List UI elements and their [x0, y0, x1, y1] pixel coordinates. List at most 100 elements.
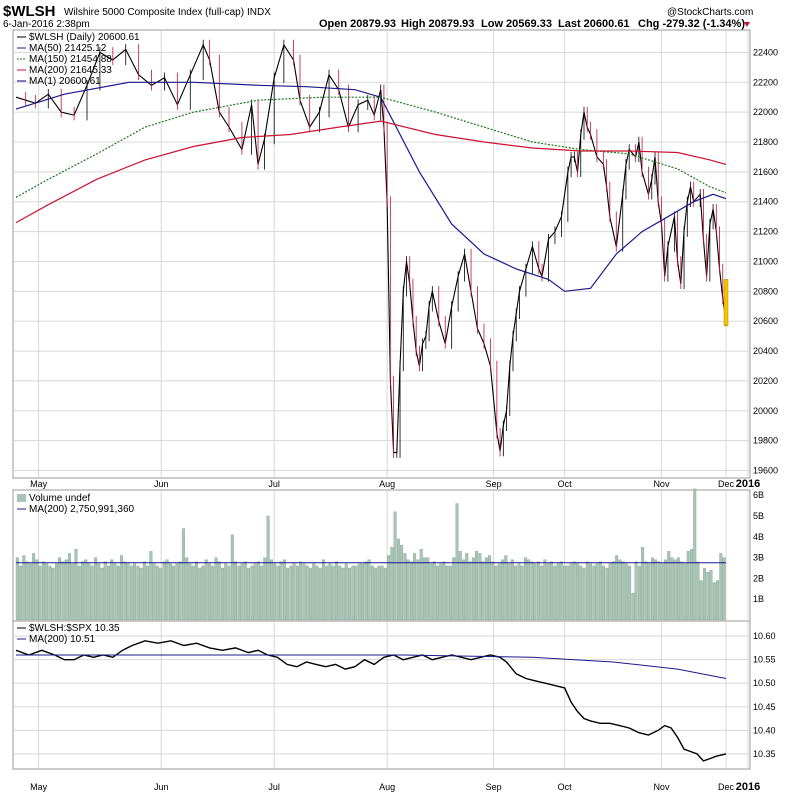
- price-tick-label: 19800: [753, 436, 778, 446]
- volume-bar: [409, 561, 413, 621]
- volume-bar: [237, 565, 241, 621]
- volume-bar: [64, 559, 68, 621]
- volume-bar: [100, 567, 104, 621]
- volume-bar: [546, 563, 550, 621]
- volume-bar: [520, 565, 524, 621]
- price-series-line: [15, 96, 727, 198]
- ratio-legend: $WLSH:$SPX 10.35 MA(200) 10.51: [17, 623, 120, 645]
- legend-ma50: MA(50) 21425.12: [29, 43, 107, 54]
- volume-bar: [696, 561, 700, 621]
- legend-swatch-volume: [17, 494, 26, 502]
- month-label: Jun: [154, 782, 169, 792]
- volume-bar: [224, 563, 228, 621]
- ratio-tick-label: 10.35: [753, 749, 776, 759]
- volume-bar: [494, 565, 498, 621]
- legend-price: $WLSH (Daily) 20600.61: [29, 32, 140, 43]
- volume-bar: [422, 557, 426, 621]
- volume-bar: [559, 561, 563, 621]
- volume-bar: [149, 551, 153, 621]
- volume-bar: [361, 563, 365, 621]
- volume-bar: [201, 565, 205, 621]
- volume-bar: [61, 561, 65, 621]
- volume-bar: [670, 557, 674, 621]
- volume-bar: [673, 559, 677, 621]
- volume-bar: [517, 563, 521, 621]
- volume-bar: [256, 561, 260, 621]
- volume-bar: [208, 563, 212, 621]
- volume-bar: [442, 561, 446, 621]
- volume-bar: [97, 563, 101, 621]
- volume-bar: [120, 555, 124, 621]
- volume-bar: [370, 565, 374, 621]
- volume-bar: [650, 557, 654, 621]
- volume-bar: [253, 563, 257, 621]
- price-tick-label: 21600: [753, 167, 778, 177]
- volume-bar: [67, 553, 71, 621]
- legend-ma150: MA(150) 21454.88: [29, 54, 112, 65]
- volume-bar: [582, 567, 586, 621]
- volume-bar: [364, 561, 368, 621]
- volume-bar: [234, 561, 238, 621]
- volume-bar: [618, 559, 622, 621]
- volume-bar: [426, 557, 430, 621]
- volume-bar: [341, 567, 345, 621]
- volume-bar: [475, 551, 479, 621]
- volume-bar: [305, 565, 309, 621]
- chg: Chg -279.32 (-1.34%): [638, 18, 745, 30]
- volume-bar: [335, 561, 339, 621]
- volume-bar: [19, 565, 23, 621]
- volume-bar: [80, 561, 84, 621]
- volume-bar: [455, 503, 459, 621]
- volume-bar: [647, 563, 651, 621]
- volume-bar: [510, 559, 514, 621]
- volume-bar: [595, 563, 599, 621]
- volume-bar: [269, 559, 273, 621]
- price-tick-label: 21200: [753, 227, 778, 237]
- volume-bar: [45, 563, 49, 621]
- volume-bar: [344, 563, 348, 621]
- volume-bar: [611, 561, 615, 621]
- volume-bar: [527, 559, 531, 621]
- month-label: Oct: [558, 782, 573, 792]
- volume-bar: [214, 557, 218, 621]
- month-label: Sep: [486, 782, 502, 792]
- volume-bar: [266, 515, 270, 621]
- last: Last 20600.61: [558, 18, 630, 30]
- volume-bar: [165, 559, 169, 621]
- volume-bar: [445, 565, 449, 621]
- volume-bar: [390, 547, 394, 621]
- volume-bar: [282, 559, 286, 621]
- volume-bar: [227, 565, 231, 621]
- volume-bar: [530, 561, 534, 621]
- price-tick-label: 19600: [753, 466, 778, 476]
- volume-bar: [367, 559, 371, 621]
- price-tick-label: 21000: [753, 256, 778, 266]
- volume-bar: [260, 565, 264, 621]
- volume-bar: [686, 551, 690, 621]
- volume-bar: [48, 565, 52, 621]
- volume-bar: [133, 563, 137, 621]
- volume-bar: [507, 563, 511, 621]
- volume-bar: [279, 561, 283, 621]
- volume-bar: [354, 565, 358, 621]
- volume-bar: [221, 567, 225, 621]
- volume-bar: [598, 561, 602, 621]
- volume-bar: [536, 561, 540, 621]
- high: High 20879.93: [401, 18, 474, 30]
- volume-bar: [579, 565, 583, 621]
- price-series-line: [15, 120, 727, 224]
- volume-bar: [129, 565, 133, 621]
- volume-bar: [585, 561, 589, 621]
- volume-bar: [556, 563, 560, 621]
- volume-bar: [331, 565, 335, 621]
- volume-legend: Volume undef MA(200) 2,750,991,360: [17, 493, 135, 515]
- volume-bar: [497, 563, 501, 621]
- volume-bar: [123, 561, 127, 621]
- volume-bar: [660, 563, 664, 621]
- month-label: Sep: [486, 479, 502, 489]
- legend-vol-ma: MA(200) 2,750,991,360: [29, 504, 135, 515]
- volume-bar: [432, 561, 436, 621]
- ratio-tick-label: 10.50: [753, 678, 776, 688]
- volume-bar: [416, 559, 420, 621]
- month-label: Oct: [558, 479, 573, 489]
